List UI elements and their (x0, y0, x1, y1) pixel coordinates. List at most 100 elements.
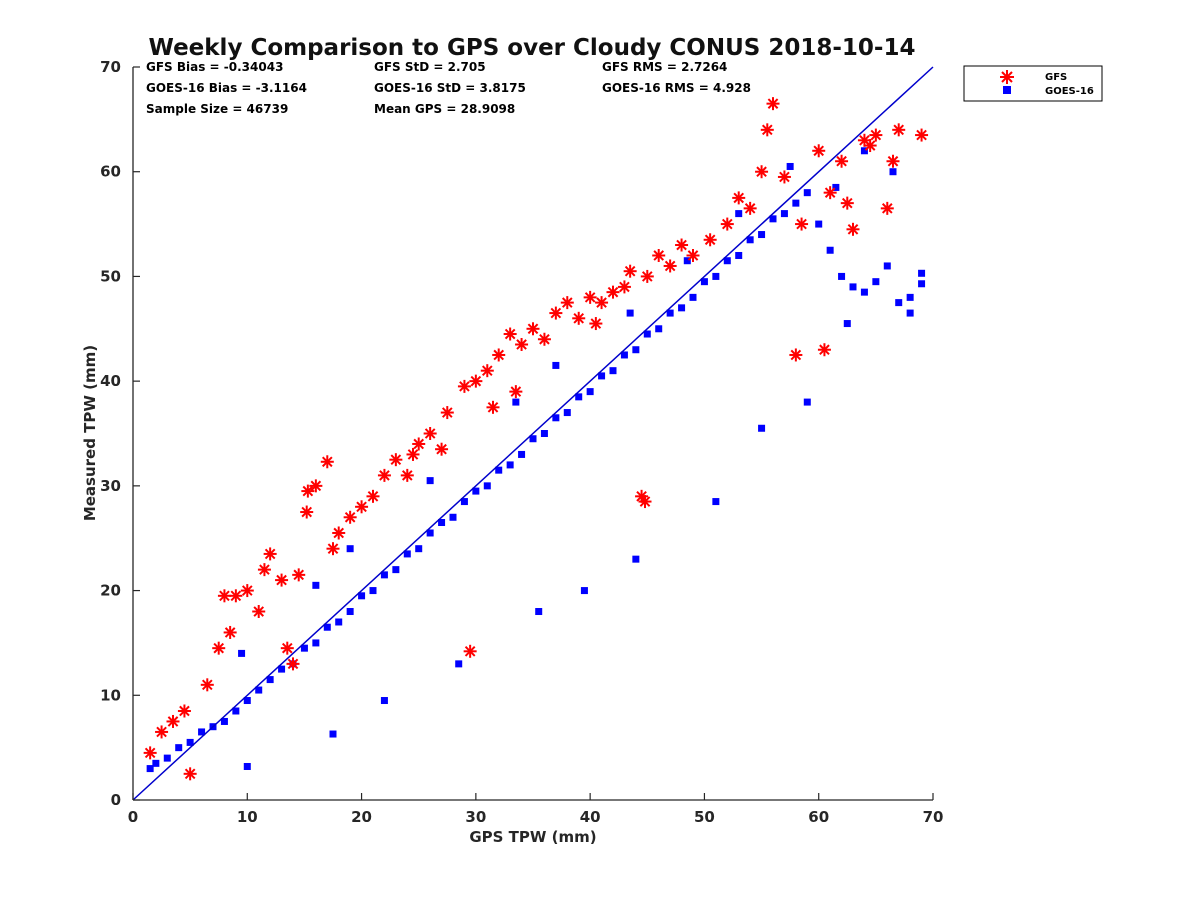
gfs-point (155, 725, 169, 739)
stat-goes-rms: GOES-16 RMS = 4.928 (602, 81, 751, 95)
goes-16-point (460, 498, 468, 506)
gfs-point (486, 400, 500, 414)
y-tick-label: 0 (111, 791, 121, 809)
x-tick-label: 40 (580, 808, 601, 826)
gfs-point (326, 542, 340, 556)
gfs-point (212, 641, 226, 655)
goes-16-point (906, 309, 914, 317)
gfs-point (766, 97, 780, 111)
gfs-point (275, 573, 289, 587)
gfs-point (469, 374, 483, 388)
goes-16-point (483, 482, 491, 490)
gfs-point (652, 248, 666, 262)
gfs-point (400, 468, 414, 482)
gfs-point (143, 746, 157, 760)
gfs-point (440, 406, 454, 420)
gfs-point (823, 186, 837, 200)
gfs-point (240, 584, 254, 598)
goes-16-point (758, 424, 766, 432)
gfs-point (675, 238, 689, 252)
goes-16-point (540, 430, 548, 437)
goes-16-point (803, 189, 811, 197)
gfs-point (886, 154, 900, 168)
one-to-one-line (132, 66, 934, 801)
goes-16-point (163, 754, 171, 762)
gfs-point (200, 678, 214, 692)
gfs-point (280, 641, 294, 655)
goes-16-point (632, 555, 640, 563)
plot-area (132, 66, 934, 801)
goes-16-point (758, 231, 766, 239)
goes-16-point (266, 676, 274, 684)
goes-16-point (832, 183, 840, 191)
goes-16-point (712, 498, 720, 506)
goes-16-point (889, 168, 897, 176)
legend-gfs-marker (1000, 70, 1014, 84)
goes-16-point (626, 309, 634, 317)
gfs-point (515, 337, 529, 351)
goes-16-point (580, 587, 588, 595)
goes-16-point (380, 697, 388, 705)
goes-16-point (575, 393, 583, 401)
stat-gfs-std: GFS StD = 2.705 (374, 60, 486, 74)
goes-16-point (723, 257, 731, 265)
stat-goes-bias: GOES-16 Bias = -3.1164 (146, 81, 307, 95)
goes-16-point (860, 288, 868, 296)
goes-16-point (918, 269, 926, 277)
goes-16-point (700, 278, 708, 286)
goes-16-point (243, 762, 251, 770)
gfs-point (686, 248, 700, 262)
goes-16-point (243, 697, 251, 705)
gfs-point (812, 144, 826, 158)
goes-16-point (392, 566, 400, 574)
y-axis-label: Measured TPW (mm) (81, 345, 99, 521)
goes-16-point (329, 730, 337, 738)
stat-mean-gps: Mean GPS = 28.9098 (374, 102, 515, 116)
y-tick-label: 40 (100, 372, 121, 390)
goes-16-point (323, 623, 331, 631)
goes-16-point (860, 147, 868, 155)
goes-16-point (152, 759, 160, 767)
goes-16-point (632, 346, 640, 354)
x-axis-label: GPS TPW (mm) (469, 828, 596, 846)
gfs-point (638, 495, 652, 509)
gfs-point (537, 332, 551, 346)
goes-16-point (735, 251, 743, 259)
goes-16-point (255, 686, 263, 694)
goes-16-point (746, 236, 754, 244)
goes-16-point (643, 330, 651, 338)
gfs-point (286, 657, 300, 671)
x-tick-label: 0 (128, 808, 138, 826)
gfs-point (252, 605, 266, 619)
goes-16-point (415, 545, 423, 553)
goes-16-point (426, 477, 434, 485)
goes-16-point (335, 618, 343, 626)
goes-16-point (906, 293, 914, 301)
goes-16-point (449, 513, 457, 521)
gfs-point (503, 327, 517, 341)
goes-16-point (918, 280, 926, 288)
goes-16-point (198, 728, 206, 736)
gfs-point (846, 222, 860, 236)
gfs-point (480, 364, 494, 378)
gfs-point (183, 767, 197, 781)
goes-16-point (220, 717, 228, 725)
goes-16-point (358, 592, 366, 600)
gfs-point (760, 123, 774, 137)
gfs-point (309, 479, 323, 493)
legend-gfs-label: GFS (1045, 72, 1067, 83)
gfs-point (412, 437, 426, 451)
gfs-point (840, 196, 854, 210)
y-tick-label: 50 (100, 267, 121, 285)
gfs-point (223, 625, 237, 639)
gfs-point (257, 563, 271, 577)
x-tick-label: 10 (237, 808, 258, 826)
goes-16-point (689, 293, 697, 301)
chart-title: Weekly Comparison to GPS over Cloudy CON… (149, 35, 916, 61)
goes-16-point (780, 210, 788, 218)
goes-16-point (312, 581, 320, 589)
x-tick-label: 20 (351, 808, 372, 826)
gfs-point (869, 128, 883, 142)
legend-box (963, 65, 1103, 102)
gfs-point (320, 455, 334, 469)
